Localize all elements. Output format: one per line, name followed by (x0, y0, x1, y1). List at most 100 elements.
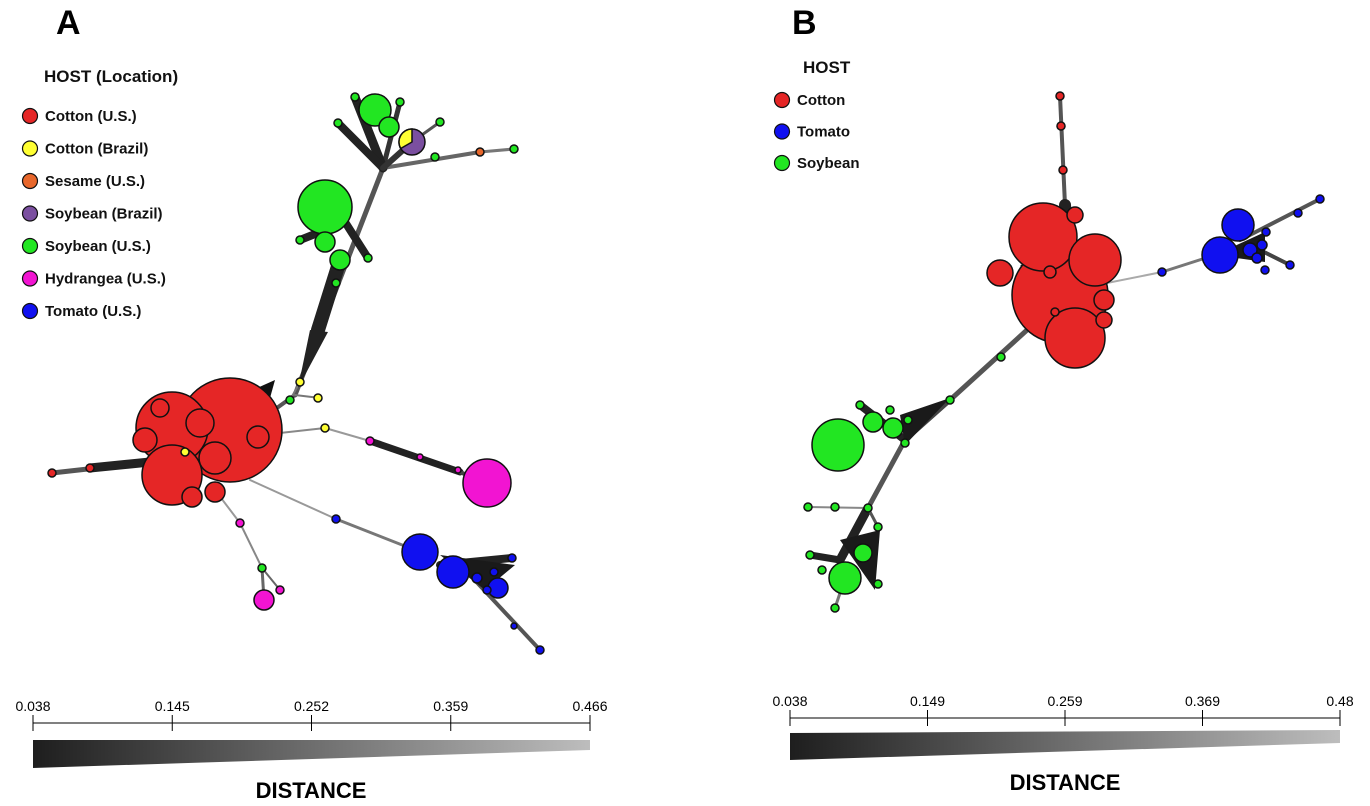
tomato-us-node (482, 585, 492, 595)
soybean-us-node (509, 144, 519, 154)
hydrangea-us-node (365, 436, 375, 446)
soybean-us-node (257, 563, 267, 573)
legend-label: Sesame (U.S.) (45, 173, 145, 190)
cotton-us-node (246, 425, 270, 449)
network-edge (85, 457, 155, 473)
cotton-us-node (204, 481, 226, 503)
network-edge (1238, 197, 1322, 242)
tomato-node (1315, 194, 1325, 204)
panel-a-letter: A (56, 4, 81, 42)
cotton-node (1093, 289, 1115, 311)
legend-swatch (773, 123, 791, 140)
cotton-node (1058, 165, 1068, 175)
soybean-node (830, 603, 840, 613)
legend-swatch (21, 140, 39, 157)
soybean-node (862, 411, 884, 433)
tomato-us-node (401, 533, 439, 571)
cotton-node (1008, 202, 1078, 272)
soybean-node (996, 352, 1006, 362)
soybean-node (817, 565, 827, 575)
soybean-us-node (297, 179, 353, 235)
cotton-brazil-node (320, 423, 330, 433)
soybean-node (863, 503, 873, 513)
tomato-us-node (489, 567, 499, 577)
soybean-node (873, 522, 883, 532)
panel-a-scale-ticks: 0.038 0.145 0.252 0.359 0.466 (15, 698, 608, 731)
panel-a-edges (49, 92, 542, 652)
panel-b-legend-items: Cotton Tomato Soybean (773, 91, 860, 172)
panel-a-legend-items: Cotton (U.S.) Cotton (Brazil) Sesame (U.S.… (21, 107, 166, 320)
network-edge (341, 218, 372, 262)
soybean-us-node (358, 93, 392, 127)
panel-a-nodes (47, 92, 545, 655)
cotton-node (1050, 307, 1060, 317)
distance-gradient-bar (790, 730, 1340, 760)
panel-b-legend-title: HOST (803, 58, 851, 77)
soybean-us-node (333, 118, 343, 128)
scale-tick-label: 0.259 (1047, 693, 1082, 709)
legend-swatch (21, 107, 39, 125)
legend-label: Cotton (Brazil) (45, 141, 148, 158)
legend-label: Tomato (797, 124, 850, 141)
soybean-node (805, 550, 815, 560)
cotton-brazil-node (313, 393, 323, 403)
panel-b-distance-scale: 0.038 0.149 0.259 0.369 0.48 DISTANCE (772, 693, 1353, 795)
tomato-node (1293, 208, 1303, 218)
soybean-us-node (430, 152, 440, 162)
soybean-us-node (350, 92, 360, 102)
soybean-node (811, 418, 865, 472)
cotton-us-node (85, 463, 95, 473)
tomato-node (1261, 227, 1271, 237)
hydrangea-us-node (275, 585, 285, 595)
soybean-us-node (329, 249, 351, 271)
network-edge (366, 437, 464, 476)
cotton-us-node (181, 486, 203, 508)
network-edge (239, 522, 263, 569)
soybean-node (873, 579, 883, 589)
panel-b-legend: HOST Cotton Tomato Soybean (773, 58, 860, 172)
legend-swatch (773, 154, 791, 172)
soybean-node (853, 543, 873, 563)
cotton-node (1055, 91, 1065, 101)
scale-tick-label: 0.466 (572, 698, 607, 714)
panel-a-network (47, 92, 545, 655)
scale-tick-label: 0.145 (155, 698, 190, 714)
tomato-us-node (510, 622, 518, 630)
tomato-node (1260, 265, 1270, 275)
panel-a-distance-scale: 0.038 0.145 0.252 0.359 0.466 DISTANCE (15, 698, 608, 803)
legend-label: Soybean (U.S.) (45, 238, 151, 255)
network-edge (900, 398, 950, 445)
panel-a-distance-title: DISTANCE (256, 778, 367, 801)
panel-a: A HOST (Location) Cotton (U.S.) Cotton (B… (15, 4, 608, 803)
scale-tick-label: 0.369 (1185, 693, 1220, 709)
legend-label: Cotton (U.S.) (45, 108, 137, 125)
soybean-us-node (314, 231, 336, 253)
panel-b-nodes (803, 91, 1325, 613)
panel-b: B HOST Cotton Tomato Soybean (772, 4, 1353, 795)
network-edge (324, 427, 371, 442)
scale-tick-label: 0.48 (1326, 693, 1353, 709)
cotton-us-node (132, 427, 158, 453)
tomato-node (1221, 208, 1255, 242)
scale-tick-label: 0.038 (15, 698, 50, 714)
hydrangea-us-node (253, 589, 275, 611)
cotton-node (1043, 265, 1057, 279)
legend-label: Soybean (797, 155, 860, 172)
tomato-us-node (535, 645, 545, 655)
tomato-node (1157, 267, 1167, 277)
cotton-node (1095, 311, 1113, 329)
soybean-us-node (435, 117, 445, 127)
soybean-us-node (363, 253, 373, 263)
legend-swatch (21, 237, 39, 255)
cotton-node (1044, 307, 1106, 369)
network-edge (478, 147, 516, 154)
tomato-us-node (331, 514, 341, 524)
network-edge (865, 437, 908, 511)
distance-gradient-bar (33, 740, 590, 768)
legend-label: Tomato (U.S.) (45, 303, 141, 320)
legend-swatch (21, 205, 39, 222)
cotton-node (1056, 121, 1066, 131)
soybean-node (945, 395, 955, 405)
panel-a-legend: HOST (Location) Cotton (U.S.) Cotton (Bra… (21, 67, 178, 320)
